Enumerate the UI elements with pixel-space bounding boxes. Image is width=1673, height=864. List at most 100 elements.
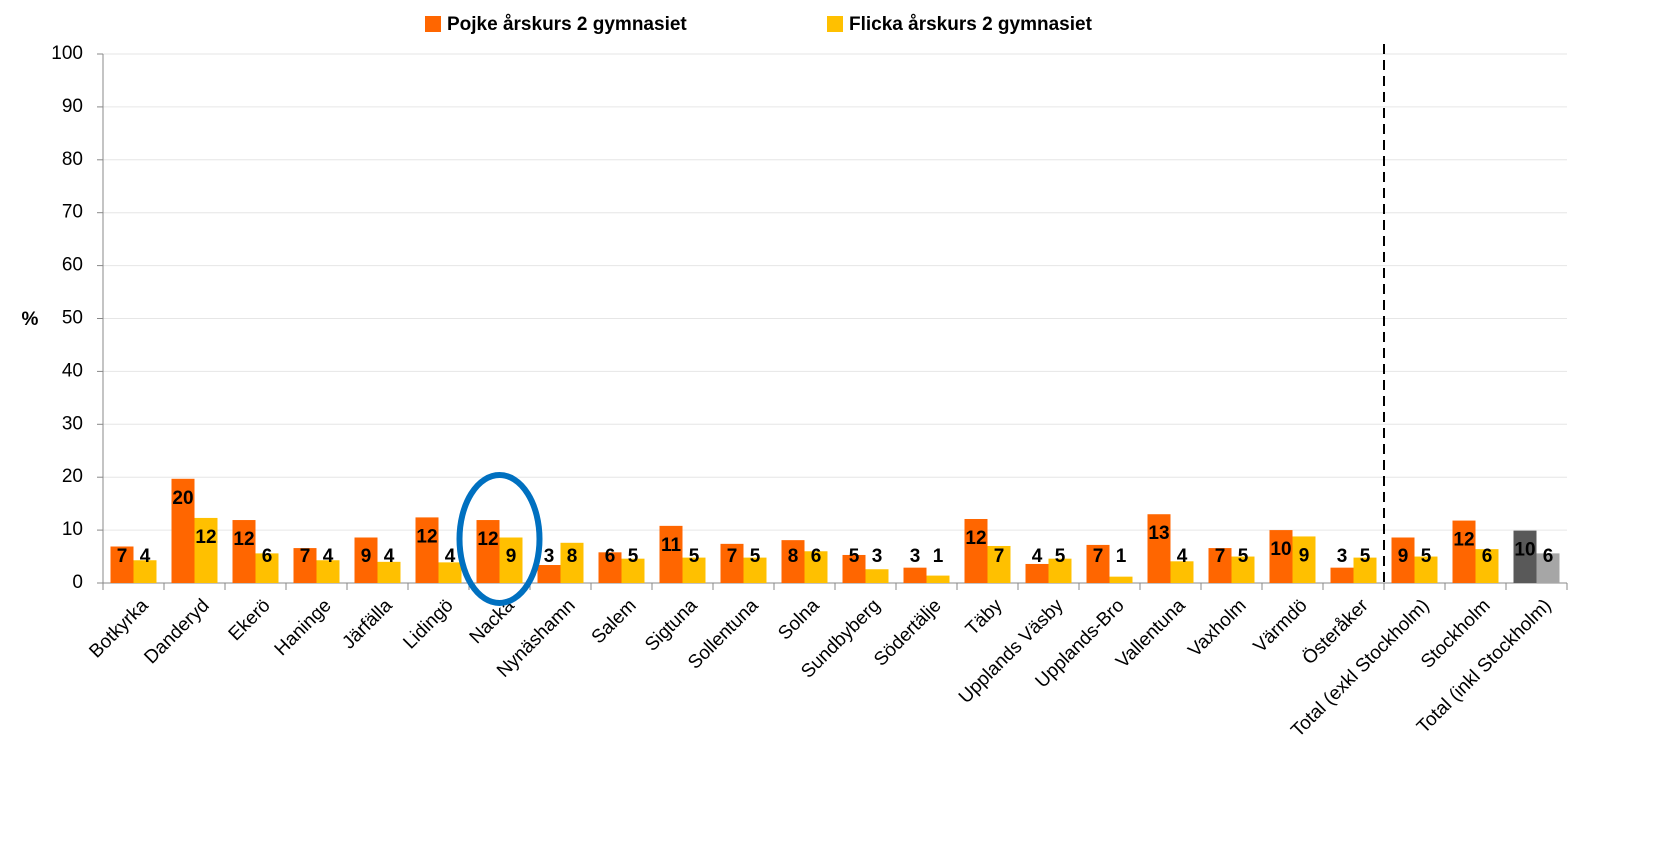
value-label: 7	[1093, 546, 1104, 567]
bar	[255, 553, 279, 583]
value-label: 5	[1360, 546, 1371, 567]
y-tick-label: 10	[62, 519, 83, 540]
value-label: 3	[872, 546, 883, 567]
value-label: 6	[262, 546, 273, 567]
bar	[1208, 548, 1232, 583]
bar	[293, 548, 317, 583]
bar	[499, 537, 523, 583]
y-tick-label: 70	[62, 202, 83, 223]
value-label: 8	[788, 546, 799, 567]
value-label: 13	[1148, 523, 1169, 544]
value-label: 9	[361, 546, 372, 567]
value-label: 12	[416, 526, 437, 547]
bar	[926, 575, 950, 583]
value-label: 3	[544, 546, 555, 567]
value-label: 10	[1514, 540, 1535, 561]
value-label: 1	[1116, 546, 1127, 567]
x-tick-label: Haninge	[271, 595, 336, 660]
bar	[1513, 530, 1537, 583]
value-label: 4	[445, 546, 456, 567]
bar	[232, 520, 256, 583]
legend-label: Pojke årskurs 2 gymnasiet	[447, 14, 687, 35]
bar	[560, 542, 584, 583]
y-tick-label: 0	[72, 572, 83, 593]
y-axis-label: %	[22, 309, 39, 330]
value-label: 7	[994, 546, 1005, 567]
y-tick-label: 30	[62, 413, 83, 434]
y-tick-label: 100	[51, 43, 83, 64]
bar	[621, 558, 645, 583]
bar	[1292, 536, 1316, 583]
bar	[354, 537, 378, 583]
bar	[1414, 556, 1438, 583]
bar	[865, 569, 889, 583]
y-tick-label: 40	[62, 360, 83, 381]
value-label: 12	[195, 527, 216, 548]
x-tick-label: Upplands Väsby	[955, 595, 1068, 708]
bar	[903, 567, 927, 583]
bar	[1231, 556, 1255, 583]
bar	[537, 565, 561, 583]
bar	[1330, 567, 1354, 583]
value-label: 5	[1238, 546, 1249, 567]
bar	[1048, 558, 1072, 583]
x-tick-label: Täby	[962, 595, 1007, 640]
bar	[438, 562, 462, 583]
bar	[1086, 544, 1110, 583]
bar	[1025, 563, 1049, 583]
bar	[415, 517, 439, 583]
value-label: 4	[384, 546, 395, 567]
value-label: 6	[1543, 546, 1554, 567]
value-label: 4	[140, 546, 151, 567]
bar	[1147, 514, 1171, 583]
bar	[377, 561, 401, 583]
value-label: 11	[661, 535, 682, 556]
bar	[171, 478, 195, 583]
bar	[1475, 549, 1499, 583]
bar	[842, 554, 866, 583]
bar	[133, 560, 157, 583]
value-label: 7	[300, 546, 311, 567]
value-label: 1	[933, 546, 944, 567]
bar	[1353, 557, 1377, 583]
value-label: 4	[323, 546, 334, 567]
x-tick-label: Ekerö	[225, 595, 275, 645]
value-label: 5	[849, 546, 860, 567]
value-label: 9	[1299, 545, 1310, 566]
x-tick-label: Solna	[774, 595, 824, 645]
bar	[720, 543, 744, 583]
bar	[1269, 530, 1293, 583]
x-tick-label: Vaxholm	[1184, 595, 1250, 661]
value-label: 4	[1032, 546, 1043, 567]
value-label: 5	[1055, 546, 1066, 567]
y-tick-label: 20	[62, 466, 83, 487]
value-label: 7	[727, 546, 738, 567]
value-label: 9	[1398, 546, 1409, 567]
value-label: 6	[1482, 546, 1493, 567]
y-tick-label: 50	[62, 308, 83, 329]
x-tick-label: Värmdö	[1250, 595, 1312, 657]
y-tick-label: 60	[62, 255, 83, 276]
y-tick-label: 80	[62, 149, 83, 170]
value-label: 12	[233, 529, 254, 550]
bar	[987, 545, 1011, 583]
x-tick-label: Sigtuna	[641, 595, 702, 656]
value-label: 8	[567, 546, 578, 567]
value-label: 20	[172, 488, 193, 509]
bar	[1109, 576, 1133, 583]
value-label: 5	[689, 546, 700, 567]
x-tick-label: Södertälje	[870, 595, 945, 670]
value-label: 6	[811, 546, 822, 567]
bar	[964, 518, 988, 583]
y-tick-label: 90	[62, 96, 83, 117]
value-label: 5	[750, 546, 761, 567]
bar	[1170, 561, 1194, 583]
bar	[598, 552, 622, 583]
legend-label: Flicka årskurs 2 gymnasiet	[849, 14, 1093, 35]
value-label: 10	[1270, 539, 1291, 560]
bar	[1452, 520, 1476, 583]
value-label: 6	[605, 546, 616, 567]
x-tick-label: Danderyd	[140, 595, 213, 668]
value-label: 12	[965, 528, 986, 549]
